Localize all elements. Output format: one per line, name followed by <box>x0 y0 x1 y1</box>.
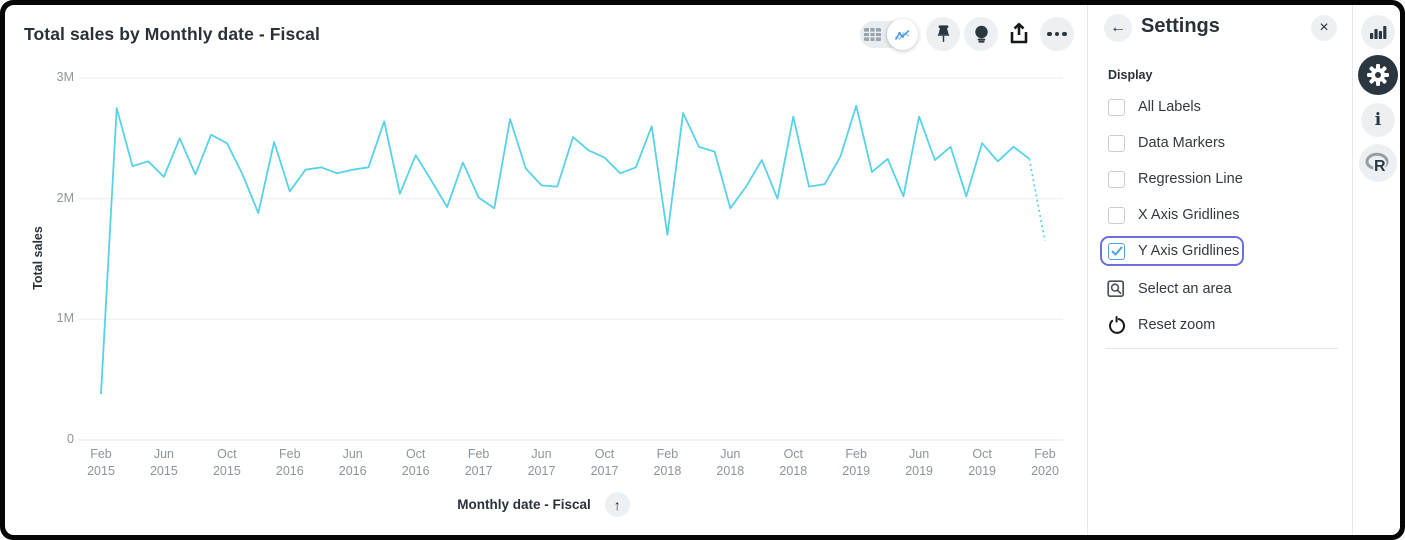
select-area-button[interactable]: Select an area <box>1107 278 1232 300</box>
reset-zoom-icon <box>1109 315 1126 334</box>
settings-rail-button[interactable] <box>1358 55 1398 95</box>
checkbox-unchecked[interactable] <box>1108 170 1125 188</box>
checkbox-checked[interactable] <box>1108 242 1125 260</box>
r-logo-icon: R <box>1365 152 1389 175</box>
x-tick-label: Feb 2020 <box>1031 447 1059 478</box>
select-area-icon <box>1107 279 1125 297</box>
line-chart[interactable] <box>5 5 1087 535</box>
series-line-incomplete-segment[interactable] <box>1028 158 1046 242</box>
x-tick-label: Jun 2016 <box>338 447 367 478</box>
x-tick-label: Oct 2017 <box>590 447 619 478</box>
checkbox-row-y-axis-gridlines[interactable]: Y Axis Gridlines <box>1100 236 1244 266</box>
x-tick-label: Feb 2015 <box>87 447 115 478</box>
y-tick-label: 0 <box>67 432 74 446</box>
series-line[interactable] <box>100 104 1030 395</box>
x-tick-label: Feb 2017 <box>464 447 493 478</box>
pin-button[interactable] <box>926 17 960 51</box>
checkbox-unchecked[interactable] <box>1108 98 1125 116</box>
checkbox-unchecked[interactable] <box>1108 134 1125 152</box>
settings-header: ← Settings × <box>1088 5 1352 56</box>
table-chart-toggle[interactable] <box>860 18 918 50</box>
x-tick-label: Oct 2018 <box>779 447 808 478</box>
checkbox-row-all-labels[interactable]: All Labels <box>1108 97 1201 117</box>
share-icon <box>1010 22 1028 44</box>
info-rail-button[interactable]: i <box>1361 103 1395 137</box>
y-tick-label: 3M <box>56 70 74 84</box>
lightbulb-icon <box>974 25 988 43</box>
y-axis-title: Total sales <box>31 226 45 290</box>
gear-icon <box>1367 64 1389 86</box>
checkbox-row-regression-line[interactable]: Regression Line <box>1108 169 1243 189</box>
x-tick-label: Oct 2015 <box>212 447 241 478</box>
x-tick-label: Feb 2018 <box>653 447 682 478</box>
insights-button[interactable] <box>964 17 998 51</box>
checkbox-row-data-markers[interactable]: Data Markers <box>1108 133 1225 153</box>
table-icon[interactable] <box>863 27 882 42</box>
close-button[interactable]: × <box>1311 15 1337 41</box>
visualization-rail-button[interactable] <box>1361 15 1395 49</box>
x-tick-label: Feb 2019 <box>842 447 871 478</box>
x-tick-label: Jun 2018 <box>716 447 745 478</box>
x-axis-title: Monthly date - Fiscal <box>457 497 591 512</box>
svg-text:R: R <box>1374 158 1386 175</box>
y-tick-label: 1M <box>56 311 74 326</box>
ellipsis-icon <box>1047 31 1067 37</box>
share-button[interactable] <box>1002 17 1036 51</box>
back-arrow-icon: ← <box>1110 19 1126 36</box>
x-tick-label: Jun 2019 <box>905 447 933 478</box>
display-section-label: Display <box>1108 68 1153 82</box>
close-icon: × <box>1319 19 1329 36</box>
x-tick-label: Feb 2016 <box>275 447 304 478</box>
panel-divider <box>1105 348 1338 349</box>
chart-toolbar <box>860 16 1074 52</box>
r-script-rail-button[interactable]: R <box>1359 144 1397 182</box>
pin-icon <box>937 25 949 42</box>
x-tick-label: Oct 2019 <box>968 447 996 478</box>
line-chart-icon[interactable] <box>887 18 918 50</box>
check-icon <box>1111 246 1122 255</box>
checkbox-row-x-axis-gridlines[interactable]: X Axis Gridlines <box>1108 205 1240 225</box>
y-tick-label: 2M <box>56 190 74 205</box>
x-tick-label: Jun 2017 <box>527 447 556 478</box>
bar-chart-icon <box>1370 26 1387 39</box>
reset-zoom-button[interactable]: Reset zoom <box>1107 314 1215 336</box>
right-rail: i R <box>1352 5 1400 535</box>
arrow-up-icon: ↑ <box>613 496 621 513</box>
info-icon: i <box>1374 110 1382 130</box>
back-button[interactable]: ← <box>1104 14 1132 42</box>
checkbox-unchecked[interactable] <box>1108 206 1125 224</box>
x-tick-label: Jun 2015 <box>149 447 178 478</box>
sort-direction-button[interactable]: ↑ <box>604 492 630 517</box>
more-options-button[interactable] <box>1040 17 1074 51</box>
page-title: Total sales by Monthly date - Fiscal <box>24 24 320 44</box>
settings-title: Settings <box>1141 15 1220 37</box>
settings-panel: ← Settings × Display All Labels Data Mar… <box>1087 5 1352 535</box>
x-tick-label: Oct 2016 <box>401 447 430 478</box>
